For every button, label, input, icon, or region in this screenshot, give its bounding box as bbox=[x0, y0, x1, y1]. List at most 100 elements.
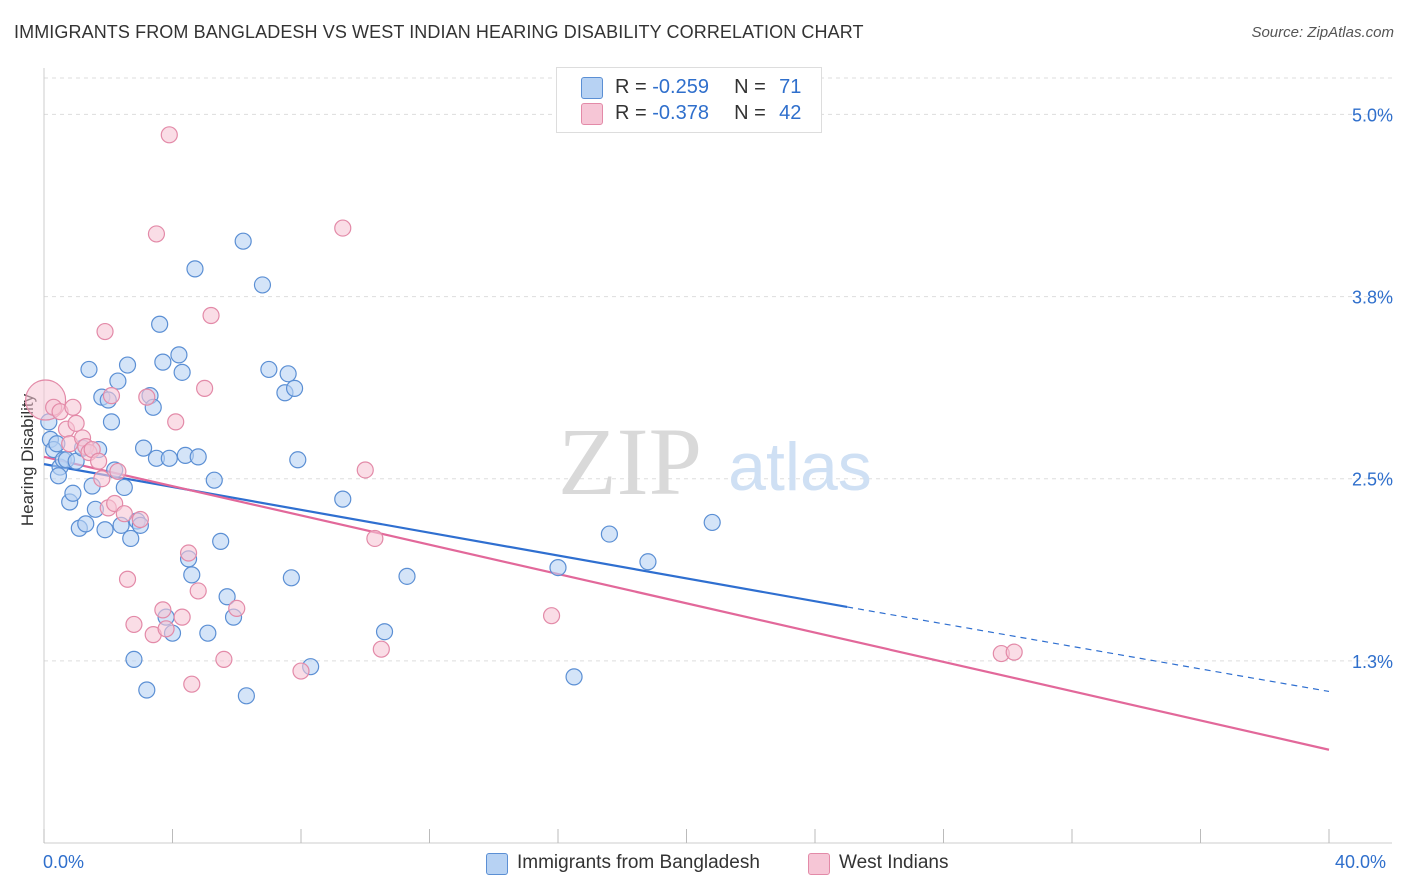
west-indians-point bbox=[118, 570, 137, 588]
west-indians-point bbox=[183, 675, 201, 693]
west-indians-point bbox=[215, 650, 233, 669]
bangladesh-trend-line bbox=[43, 463, 848, 609]
bangladesh-point bbox=[282, 569, 300, 587]
source-note: Source: ZipAtlas.com bbox=[1251, 24, 1394, 41]
bangladesh-point bbox=[549, 558, 567, 577]
bangladesh-point bbox=[189, 448, 207, 466]
trend-lines bbox=[43, 455, 1330, 751]
west-indians-point bbox=[372, 640, 390, 658]
bangladesh-point bbox=[375, 623, 394, 641]
bangladesh-point bbox=[285, 379, 304, 397]
west-indians-point bbox=[356, 461, 374, 479]
bangladesh-point bbox=[122, 529, 140, 548]
west-indians-point bbox=[90, 452, 108, 470]
watermark: ZIP atlas bbox=[558, 408, 872, 515]
bangladesh-point bbox=[253, 276, 272, 294]
west-indians-point bbox=[189, 582, 207, 600]
y-tick-labels: 1.3% 2.5% 3.8% 5.0% bbox=[1352, 105, 1393, 671]
gridlines bbox=[44, 77, 1392, 662]
west-indians-point bbox=[93, 470, 111, 488]
legend-label: West Indians bbox=[839, 852, 949, 873]
n-label: N = bbox=[734, 102, 772, 124]
n-value: 42 bbox=[779, 102, 802, 124]
r-value: -0.378 bbox=[652, 102, 709, 124]
bangladesh-point bbox=[186, 260, 204, 278]
west-indians-point bbox=[542, 607, 561, 625]
bangladesh-point bbox=[134, 439, 153, 457]
bangladesh-point bbox=[289, 451, 307, 469]
west-indians-point bbox=[109, 462, 127, 481]
bangladesh-trend-extension bbox=[847, 606, 1330, 693]
bangladesh-point bbox=[218, 588, 236, 606]
bangladesh-point bbox=[102, 413, 121, 431]
bangladesh-swatch bbox=[581, 77, 603, 99]
west-indians-point bbox=[138, 388, 156, 406]
bangladesh-point bbox=[170, 346, 188, 364]
x-tick-label-min: 0.0% bbox=[43, 852, 85, 872]
bangladesh-point bbox=[703, 513, 721, 532]
bangladesh-point bbox=[334, 490, 352, 508]
r-value: -0.259 bbox=[652, 76, 709, 98]
west-indians-point bbox=[366, 529, 384, 548]
x-tick-label-max: 40.0% bbox=[1335, 852, 1387, 872]
west-indians-point bbox=[179, 544, 198, 562]
n-label: N = bbox=[734, 76, 772, 98]
bangladesh-point bbox=[279, 365, 297, 383]
y-tick-label: 3.8% bbox=[1352, 288, 1393, 308]
west-indians-point bbox=[67, 414, 85, 432]
west-indians-point bbox=[202, 306, 220, 325]
y-tick-label: 2.5% bbox=[1352, 470, 1393, 490]
west-indians-point bbox=[160, 126, 178, 144]
bangladesh-point bbox=[118, 356, 137, 374]
bangladesh-point bbox=[115, 478, 133, 497]
bangladesh-point bbox=[125, 650, 143, 669]
west-indians-point bbox=[196, 379, 214, 397]
bangladesh-point bbox=[234, 232, 252, 250]
west-indians-point bbox=[102, 387, 121, 405]
bangladesh-point bbox=[212, 532, 230, 550]
bangladesh-point bbox=[77, 515, 95, 533]
bangladesh-point bbox=[600, 525, 619, 543]
west-indians-point bbox=[173, 608, 191, 626]
r-label: R = bbox=[615, 76, 653, 98]
y-tick-label: 1.3% bbox=[1352, 652, 1393, 672]
west-indians-point bbox=[157, 620, 175, 638]
bangladesh-point bbox=[49, 467, 68, 485]
bangladesh-point bbox=[154, 353, 172, 371]
bangladesh-point bbox=[160, 449, 178, 467]
bangladesh-point bbox=[151, 315, 169, 333]
legend-label: Immigrants from Bangladesh bbox=[517, 852, 760, 873]
r-label: R = bbox=[615, 102, 653, 124]
bangladesh-point bbox=[64, 484, 82, 502]
west-indians-point bbox=[125, 615, 143, 634]
watermark-zip: ZIP bbox=[558, 408, 702, 515]
x-axis bbox=[43, 68, 1392, 844]
y-tick-label: 5.0% bbox=[1352, 105, 1393, 125]
bangladesh-point bbox=[173, 363, 191, 381]
bangladesh-point bbox=[260, 360, 278, 379]
bangladesh-point bbox=[199, 624, 217, 642]
west-indians-point bbox=[115, 505, 133, 523]
watermark-atlas: atlas bbox=[728, 429, 872, 505]
data-points bbox=[25, 126, 1023, 705]
west-indians-point bbox=[64, 398, 82, 416]
bangladesh-point bbox=[138, 681, 156, 699]
west-indians-point bbox=[147, 225, 166, 243]
west-indians-point bbox=[96, 322, 114, 341]
bangladesh-point bbox=[398, 567, 416, 585]
west-indians-point bbox=[131, 510, 149, 529]
west-indians-point bbox=[1005, 643, 1023, 661]
bangladesh-point bbox=[80, 360, 98, 379]
west-indians-swatch bbox=[808, 853, 830, 875]
bangladesh-point bbox=[109, 372, 127, 390]
west-indians-point bbox=[334, 219, 352, 237]
west-indians-point bbox=[154, 601, 172, 619]
west-indians-swatch bbox=[581, 103, 603, 125]
bangladesh-point bbox=[237, 687, 255, 705]
west-indians-trend-line bbox=[43, 455, 1330, 751]
bangladesh-swatch bbox=[486, 853, 508, 875]
n-value: 71 bbox=[779, 76, 802, 98]
west-indians-point bbox=[167, 413, 185, 431]
west-indians-point bbox=[292, 662, 310, 680]
